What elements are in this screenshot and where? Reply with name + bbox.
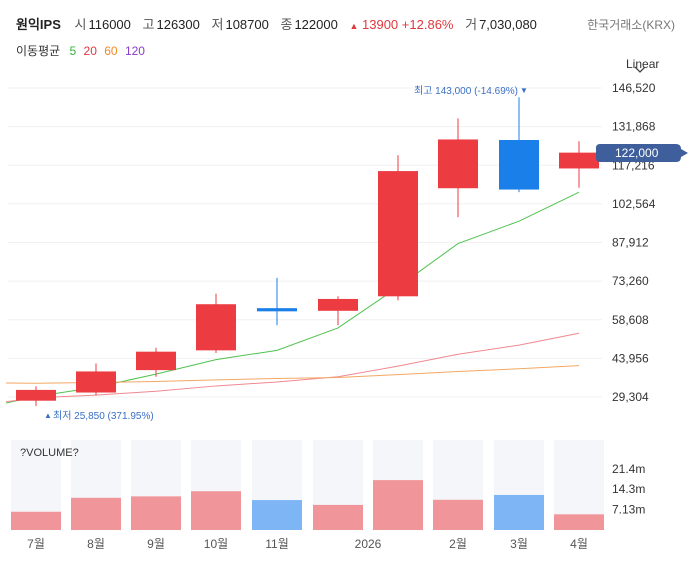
- candle-body: [136, 351, 176, 371]
- x-axis-label: 7월: [27, 537, 45, 551]
- ma-legend-60[interactable]: 60: [104, 44, 118, 58]
- volume-axis-label: 7.13m: [612, 503, 645, 517]
- x-axis-label: 9월: [147, 537, 165, 551]
- current-price-tag: 122,000: [596, 144, 688, 162]
- price-axis-label: 73,260: [612, 274, 649, 288]
- volume-bar: [373, 480, 423, 530]
- candle-body: [318, 298, 358, 311]
- candle: [438, 118, 478, 218]
- volume-axis-label: 14.3m: [612, 482, 645, 496]
- current-price-value: 122,000: [615, 146, 659, 160]
- volume-bar: [11, 511, 61, 530]
- volume-bar: [554, 514, 604, 530]
- x-axis-label: 4월: [570, 537, 588, 551]
- max-arrow-icon: ▼: [520, 86, 528, 95]
- x-axis-label: 10월: [204, 537, 228, 551]
- price-axis-label: 131,868: [612, 120, 656, 134]
- price-axis-label: 87,912: [612, 236, 649, 250]
- price-axis-label: 29,304: [612, 390, 649, 404]
- candle: [196, 293, 236, 353]
- candle: [499, 97, 539, 193]
- x-axis-label: 3월: [510, 537, 528, 551]
- candle-body: [378, 171, 418, 297]
- candle: [136, 347, 176, 377]
- quote-header: 원익IPS 시 116000 고 126300 저 108700 종 122000 ▲ …: [16, 14, 545, 33]
- scale-chevron-icon[interactable]: [634, 66, 646, 73]
- high-label: 고: [142, 17, 155, 32]
- candle: [76, 363, 116, 396]
- price-axis-label: 146,520: [612, 81, 656, 95]
- candle-body: [16, 389, 56, 401]
- close-value: 122000: [294, 17, 338, 32]
- volume-label: 거: [465, 17, 478, 32]
- candle-body: [438, 139, 478, 189]
- candle-body: [559, 152, 599, 169]
- candle-body: [76, 371, 116, 393]
- low-value: 108700: [225, 17, 269, 32]
- x-axis-label: 2월: [449, 537, 467, 551]
- change-value: 13900: [362, 17, 399, 32]
- ma-legend-5[interactable]: 5: [69, 44, 77, 58]
- scale-selector[interactable]: Linear: [626, 57, 659, 71]
- volume-bar: [433, 499, 483, 530]
- candle: [16, 386, 56, 407]
- price-axis-label: 43,956: [612, 351, 649, 365]
- candle-body: [196, 304, 236, 351]
- volume-bar: [191, 491, 241, 530]
- ma-line-20: [5, 332, 580, 403]
- max-annotation: 최고 143,000 (-14.69%) ▼: [414, 85, 528, 97]
- price-axis-label: 102,564: [612, 197, 656, 211]
- volume-panel-title: ?VOLUME?: [20, 447, 79, 459]
- change-up-icon: ▲: [349, 21, 359, 31]
- volume-bar: [71, 497, 121, 530]
- change-percent: +12.86%: [401, 17, 454, 32]
- candle: [257, 277, 297, 326]
- min-annotation: ▲ 최저 25,850 (371.95%): [44, 410, 154, 422]
- x-axis-label: 8월: [87, 537, 105, 551]
- ma-legend[interactable]: 이동평균 5 20 60 120: [16, 42, 149, 59]
- open-value: 116000: [88, 17, 131, 32]
- min-arrow-icon: ▲: [44, 411, 52, 420]
- max-label: 최고 143,000 (-14.69%): [414, 85, 518, 97]
- candle-body: [499, 139, 539, 190]
- volume-value: 7,030,080: [479, 17, 537, 32]
- open-label: 시: [74, 17, 87, 32]
- low-label: 저: [211, 17, 224, 32]
- ma-legend-title: 이동평균: [16, 44, 61, 58]
- x-axis-label: 2026: [355, 537, 382, 551]
- ma-legend-20[interactable]: 20: [83, 44, 97, 58]
- volume-bar: [252, 500, 302, 530]
- candle-body: [257, 308, 297, 312]
- volume-bar: [313, 504, 363, 530]
- high-value: 126300: [156, 17, 200, 32]
- candle: [559, 141, 599, 188]
- exchange-name: 한국거래소(KRX): [587, 18, 675, 32]
- volume-axis-label: 21.4m: [612, 462, 645, 476]
- price-axis-label: 58,608: [612, 313, 649, 327]
- volume-bar: [131, 496, 181, 530]
- min-label: 최저 25,850 (371.95%): [53, 410, 154, 422]
- close-label: 종: [280, 17, 293, 32]
- candle: [378, 155, 418, 301]
- x-axis-label: 11월: [265, 537, 289, 551]
- ma-legend-120[interactable]: 120: [124, 44, 145, 58]
- scale-label: Linear: [626, 57, 660, 71]
- candle: [318, 296, 358, 326]
- volume-bar: [494, 494, 544, 530]
- stock-name: 원익IPS: [16, 17, 61, 32]
